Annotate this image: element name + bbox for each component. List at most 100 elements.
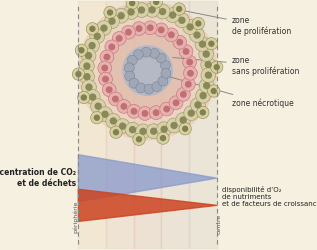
Circle shape <box>160 8 165 14</box>
Circle shape <box>154 0 159 4</box>
Circle shape <box>183 49 189 54</box>
Circle shape <box>95 103 101 109</box>
Bar <box>134 2 161 248</box>
Circle shape <box>200 93 206 98</box>
Circle shape <box>86 53 92 59</box>
Circle shape <box>107 10 113 15</box>
Circle shape <box>181 92 186 97</box>
Circle shape <box>165 8 180 22</box>
Circle shape <box>102 83 116 97</box>
Circle shape <box>130 1 135 6</box>
Circle shape <box>188 110 194 116</box>
Circle shape <box>91 99 106 114</box>
Circle shape <box>110 126 122 138</box>
Circle shape <box>130 127 136 132</box>
Circle shape <box>195 37 210 52</box>
Circle shape <box>129 78 139 88</box>
Circle shape <box>169 96 183 110</box>
Circle shape <box>72 68 85 80</box>
Polygon shape <box>78 189 217 222</box>
Circle shape <box>210 61 223 73</box>
Circle shape <box>86 84 92 90</box>
Circle shape <box>81 48 96 63</box>
Circle shape <box>106 114 121 128</box>
Circle shape <box>97 21 111 36</box>
Text: périphérie: périphérie <box>73 200 79 233</box>
Circle shape <box>187 24 193 30</box>
Circle shape <box>199 47 214 62</box>
Circle shape <box>124 63 134 73</box>
Circle shape <box>154 23 168 37</box>
Circle shape <box>75 44 87 56</box>
Circle shape <box>81 95 86 100</box>
Circle shape <box>143 21 157 35</box>
Circle shape <box>137 137 141 142</box>
Circle shape <box>133 133 145 145</box>
Circle shape <box>176 113 191 128</box>
Circle shape <box>183 126 188 131</box>
Circle shape <box>94 33 100 39</box>
Circle shape <box>126 0 138 9</box>
Circle shape <box>161 68 171 78</box>
Circle shape <box>149 7 155 13</box>
Circle shape <box>109 18 115 24</box>
Circle shape <box>98 107 113 122</box>
Circle shape <box>173 3 185 15</box>
Circle shape <box>121 104 126 109</box>
Circle shape <box>107 87 112 92</box>
Circle shape <box>160 102 174 116</box>
Circle shape <box>185 82 191 87</box>
Circle shape <box>201 68 216 82</box>
Circle shape <box>101 25 107 31</box>
Circle shape <box>113 130 119 135</box>
Circle shape <box>109 44 114 50</box>
Text: zone
de prolifération: zone de prolifération <box>175 9 291 36</box>
Circle shape <box>104 6 116 19</box>
Circle shape <box>133 50 143 59</box>
Circle shape <box>211 88 216 94</box>
Text: centre: centre <box>217 214 222 234</box>
Circle shape <box>78 2 217 140</box>
Circle shape <box>197 106 209 118</box>
Circle shape <box>138 106 152 120</box>
Circle shape <box>79 48 84 53</box>
Circle shape <box>124 4 139 20</box>
Circle shape <box>142 111 148 116</box>
Circle shape <box>171 122 177 128</box>
Circle shape <box>191 98 205 112</box>
Circle shape <box>144 84 154 94</box>
Circle shape <box>127 104 141 118</box>
Circle shape <box>214 65 219 70</box>
Circle shape <box>164 106 170 112</box>
Circle shape <box>145 2 159 17</box>
Circle shape <box>169 32 174 38</box>
Circle shape <box>118 13 124 19</box>
Circle shape <box>149 106 163 120</box>
Circle shape <box>128 9 134 15</box>
Circle shape <box>173 35 187 49</box>
Circle shape <box>126 30 131 35</box>
Circle shape <box>187 59 192 65</box>
Circle shape <box>201 57 216 72</box>
Circle shape <box>112 32 126 45</box>
Circle shape <box>188 70 193 76</box>
Circle shape <box>134 2 149 18</box>
Circle shape <box>161 126 167 132</box>
Circle shape <box>173 100 179 105</box>
Circle shape <box>125 71 135 81</box>
Circle shape <box>105 40 119 54</box>
Circle shape <box>195 102 201 108</box>
Circle shape <box>204 83 210 88</box>
Text: zone
sans prolifération: zone sans prolifération <box>173 56 299 76</box>
Circle shape <box>84 63 90 69</box>
Circle shape <box>177 6 182 12</box>
Circle shape <box>158 76 168 86</box>
Circle shape <box>209 41 214 46</box>
Circle shape <box>183 20 197 34</box>
Circle shape <box>116 36 122 41</box>
Circle shape <box>170 12 176 18</box>
Text: disponibilité d’O₂
de nutriments
et de facteurs de croissance: disponibilité d’O₂ de nutriments et de f… <box>222 186 317 207</box>
Circle shape <box>177 40 183 45</box>
Circle shape <box>196 21 201 26</box>
Bar <box>189 2 217 248</box>
